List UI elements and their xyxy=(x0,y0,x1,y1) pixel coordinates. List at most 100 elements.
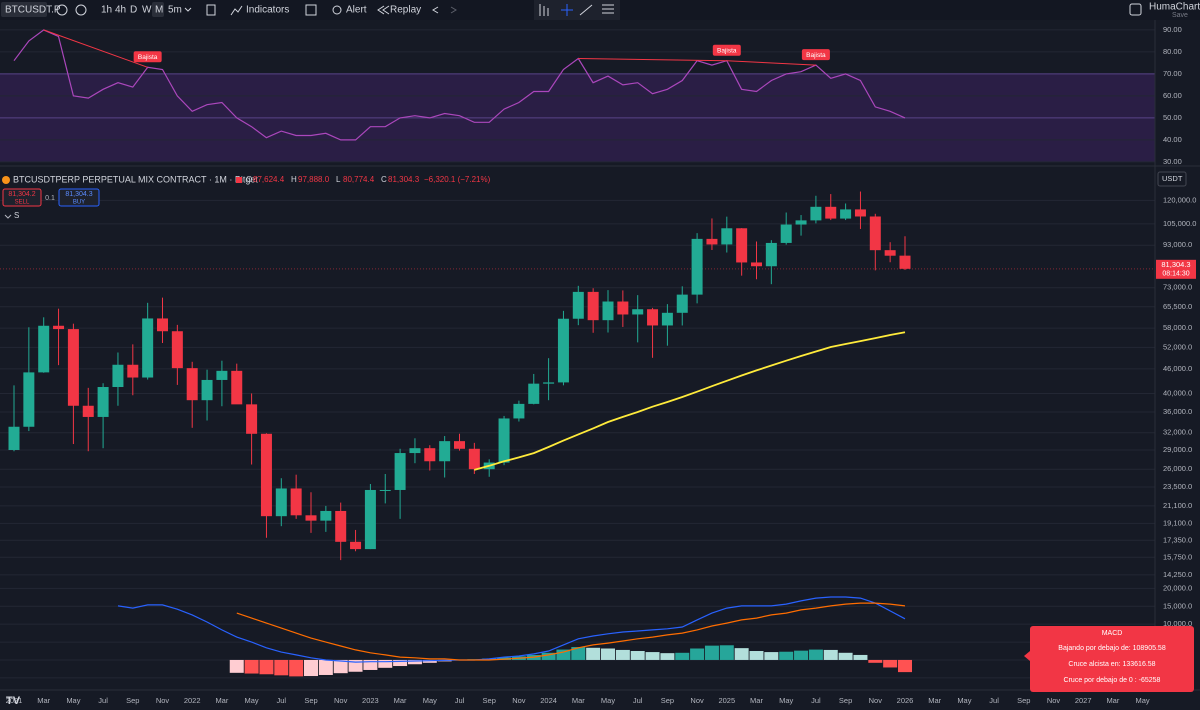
histogram-bar xyxy=(571,647,586,660)
signal-line xyxy=(236,602,906,661)
save-label[interactable]: Save xyxy=(1172,12,1188,19)
add-symbol-icon[interactable] xyxy=(75,4,87,16)
histogram-bar xyxy=(556,649,571,660)
redo-icon[interactable] xyxy=(450,6,457,14)
candle-body xyxy=(157,318,168,332)
candle-body xyxy=(186,368,198,401)
candle-body xyxy=(736,228,748,263)
price-tick-label: 58,000.0 xyxy=(1163,323,1192,332)
time-tick-label: May xyxy=(601,696,615,705)
interval-button[interactable]: 4h xyxy=(115,5,126,16)
candle-body xyxy=(305,515,317,521)
candle-body xyxy=(201,379,213,401)
time-tick-label: Jul xyxy=(989,696,999,705)
chart-type-icon[interactable] xyxy=(206,4,216,16)
tool-trendline[interactable] xyxy=(579,4,593,16)
time-tick-label: Nov xyxy=(1047,696,1061,705)
buy-price[interactable]: 81,304.3 xyxy=(65,191,92,198)
sell-price[interactable]: 81,304.2 xyxy=(8,191,35,198)
ohlc-value: 80,774.4 xyxy=(343,175,375,184)
time-tick-label: Sep xyxy=(483,696,496,705)
candle-body xyxy=(260,433,272,517)
symbol-button[interactable] xyxy=(1,2,47,17)
price-tick-label: 21,100.0 xyxy=(1163,501,1192,510)
signal-badge xyxy=(801,49,830,61)
indicators-icon[interactable] xyxy=(230,5,243,16)
candle-body xyxy=(751,262,762,267)
price-tag xyxy=(1156,259,1196,279)
time-tick-label: Jul xyxy=(811,696,821,705)
candle-body xyxy=(409,448,421,454)
candle-body xyxy=(557,318,569,383)
order-qty[interactable]: 0.1 xyxy=(45,195,55,202)
signal-badge xyxy=(133,51,162,63)
candle-body xyxy=(810,206,822,221)
time-tick-label: Nov xyxy=(512,696,526,705)
price-tick-label: 65,500.0 xyxy=(1163,302,1192,311)
interval-button[interactable]: M xyxy=(155,5,163,16)
sell-button[interactable] xyxy=(2,188,42,207)
time-tick-label: May xyxy=(245,696,259,705)
alert-icon[interactable] xyxy=(332,5,342,15)
histogram-bar xyxy=(734,648,749,660)
rsi-tick-label: 80.00 xyxy=(1163,47,1182,56)
indicator-toggle[interactable]: S xyxy=(14,211,19,220)
currency-box[interactable] xyxy=(1157,171,1187,187)
indicators-button[interactable]: Indicators xyxy=(246,5,289,16)
interval-button[interactable]: W xyxy=(142,5,152,16)
buy-label[interactable]: BUY xyxy=(73,200,85,206)
legend-title: BTCUSDTPERP PERPETUAL MIX CONTRACT · 1M … xyxy=(13,174,258,184)
time-tick-label: Nov xyxy=(156,696,170,705)
currency[interactable]: USDT xyxy=(1162,174,1183,183)
histogram-bar xyxy=(823,649,838,660)
time-tick-label: May xyxy=(66,696,80,705)
price-tick-label: 36,000.0 xyxy=(1163,407,1192,416)
collapse-icon[interactable] xyxy=(4,214,12,219)
undo-icon[interactable] xyxy=(432,6,439,14)
templates-icon[interactable] xyxy=(305,4,317,16)
candle-body xyxy=(498,418,510,463)
replay-icon[interactable] xyxy=(377,5,390,15)
candle-body xyxy=(394,453,406,490)
layout-name[interactable]: HumaChart Di xyxy=(1149,2,1200,13)
histogram-bar xyxy=(675,652,690,660)
tool-crosshair[interactable] xyxy=(561,4,573,16)
histogram-bar xyxy=(838,652,853,660)
time-tick-label: Mar xyxy=(394,696,407,705)
candle-body xyxy=(364,489,376,550)
time-tick-label: May xyxy=(779,696,793,705)
histogram-bar xyxy=(229,659,244,673)
interval-button[interactable]: 5m xyxy=(168,5,182,16)
rsi-tick-label: 30.00 xyxy=(1163,157,1182,166)
price-tick-label: 105,000.0 xyxy=(1163,219,1196,228)
interval-button[interactable]: 1h xyxy=(101,5,112,16)
ohlc-key: H xyxy=(291,175,297,184)
sell-label[interactable]: SELL xyxy=(15,200,30,206)
buy-button[interactable] xyxy=(58,188,100,207)
rsi-tick-label: 70.00 xyxy=(1163,69,1182,78)
histogram-bar xyxy=(660,653,675,660)
price-tag-timer: 08:14:30 xyxy=(1162,271,1189,278)
time-tick-label: May xyxy=(423,696,437,705)
price-tick-label: 19,100.0 xyxy=(1163,518,1192,527)
candle-body xyxy=(602,301,614,321)
alert-button[interactable]: Alert xyxy=(346,5,367,16)
histogram-bar xyxy=(259,659,274,675)
symbol[interactable]: BTCUSDT.P xyxy=(5,5,61,16)
interval-button[interactable]: D xyxy=(130,5,137,16)
histogram-bar xyxy=(808,649,823,660)
candle-body xyxy=(53,325,65,330)
candle-body xyxy=(795,220,807,225)
candle-body xyxy=(67,329,79,406)
tool-fork[interactable] xyxy=(539,4,549,16)
layout-icon[interactable] xyxy=(1129,3,1142,16)
time-tick-label: Jul xyxy=(455,696,465,705)
candle-body xyxy=(617,301,629,315)
replay-button[interactable]: Replay xyxy=(390,5,421,16)
divergence-line xyxy=(43,29,148,68)
tool-fib[interactable] xyxy=(602,4,614,14)
candle-body xyxy=(647,309,659,326)
compare-icon[interactable] xyxy=(56,4,68,16)
interval-dropdown[interactable] xyxy=(184,7,192,12)
candle-body xyxy=(231,370,243,405)
